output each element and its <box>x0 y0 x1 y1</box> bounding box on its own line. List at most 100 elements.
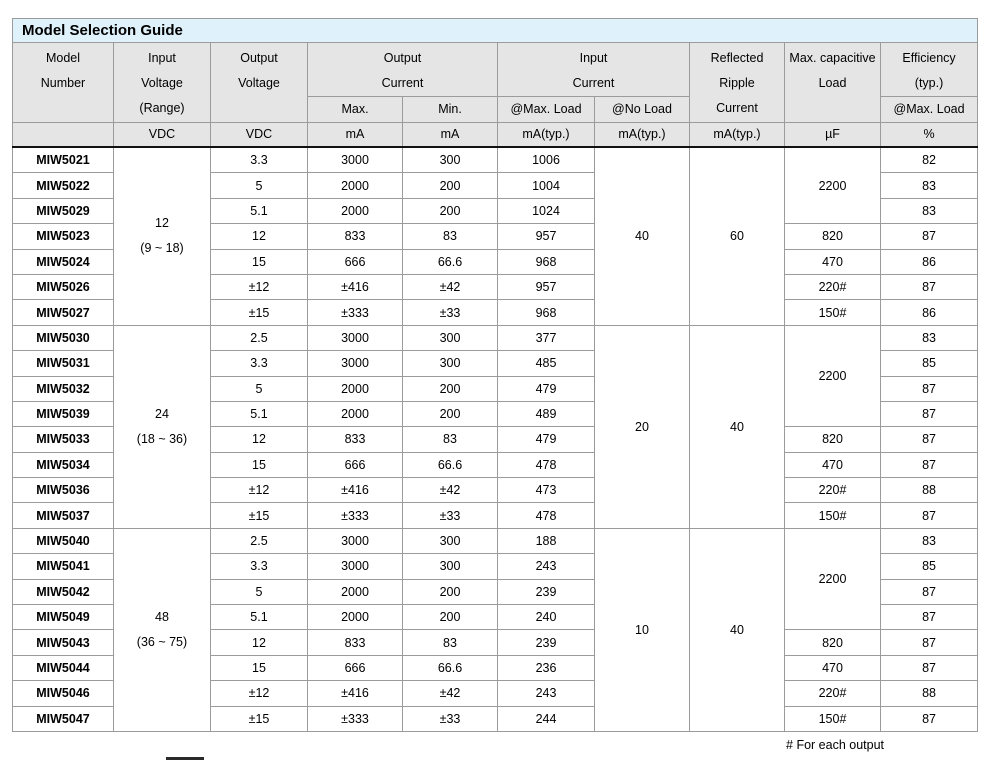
model-cell: MIW5037 <box>12 502 114 529</box>
output-current-max-cell: ±416 <box>307 477 403 504</box>
output-current-min-cell: ±33 <box>402 705 498 732</box>
model-cell: MIW5042 <box>12 578 114 606</box>
output-current-min-cell: 83 <box>402 223 498 250</box>
output-current-max-cell: 3000 <box>307 553 403 580</box>
unit-reflected-ripple: mA(typ.) <box>689 122 785 148</box>
output-current-max-cell: ±416 <box>307 273 403 301</box>
page-cutoff-artifact <box>166 757 204 760</box>
input-current-max-load-cell: 485 <box>497 350 595 377</box>
output-current-min-cell: 300 <box>402 553 498 580</box>
efficiency-cell: 86 <box>879 299 979 326</box>
input-current-max-load-cell: 957 <box>497 223 595 250</box>
input-current-no-load-cell: 10 <box>594 527 690 732</box>
model-cell: MIW5022 <box>12 172 114 199</box>
table-row: MIW5031 3.3 3000 300 485 85 <box>12 350 979 377</box>
model-cell: MIW5047 <box>12 705 114 732</box>
efficiency-cell: 87 <box>879 400 979 428</box>
model-cell: MIW5031 <box>12 350 114 377</box>
model-selection-sheet: Model Selection Guide Model Number Input… <box>11 18 979 752</box>
output-current-min-cell: 200 <box>402 400 498 428</box>
efficiency-cell: 87 <box>879 502 979 529</box>
input-current-max-load-cell: 478 <box>497 502 595 529</box>
table-row: MIW5027 ±15 ±333 ±33 968 150# 86 <box>12 299 979 326</box>
table-row: MIW5042 5 2000 200 239 87 <box>12 578 979 606</box>
output-current-max-cell: 3000 <box>307 146 403 174</box>
max-capacitive-load-cell: 150# <box>784 502 881 529</box>
model-cell: MIW5029 <box>12 197 114 225</box>
max-capacitive-load-cell: 820 <box>784 223 881 250</box>
input-current-max-load-cell: 239 <box>497 629 595 656</box>
max-capacitive-load-cell: 220# <box>784 680 881 707</box>
efficiency-cell: 87 <box>879 578 979 606</box>
max-capacitive-load-cell: 470 <box>784 248 881 275</box>
table-row: MIW5039 5.1 2000 200 489 87 <box>12 400 979 428</box>
output-current-max-cell: 2000 <box>307 400 403 428</box>
unit-efficiency: % <box>879 122 979 148</box>
efficiency-cell: 85 <box>879 553 979 580</box>
input-current-max-load-cell: 473 <box>497 477 595 504</box>
output-current-max-cell: ±333 <box>307 299 403 326</box>
model-cell: MIW5021 <box>12 146 114 174</box>
model-cell: MIW5036 <box>12 477 114 504</box>
header-input-voltage: Input Voltage (Range) <box>113 42 211 123</box>
header-reflected-ripple-current: Reflected Ripple Current <box>689 42 785 123</box>
output-current-min-cell: 66.6 <box>402 451 498 479</box>
output-voltage-cell: 12 <box>210 223 308 250</box>
efficiency-cell: 87 <box>879 629 979 656</box>
input-current-max-load-cell: 957 <box>497 273 595 301</box>
efficiency-cell: 87 <box>879 654 979 682</box>
efficiency-cell: 87 <box>879 604 979 631</box>
input-current-max-load-cell: 968 <box>497 248 595 275</box>
output-current-max-cell: 2000 <box>307 578 403 606</box>
input-current-max-load-cell: 236 <box>497 654 595 682</box>
model-cell: MIW5032 <box>12 375 114 402</box>
output-voltage-cell: ±12 <box>210 680 308 707</box>
page-title: Model Selection Guide <box>11 18 979 43</box>
output-voltage-cell: 5 <box>210 172 308 199</box>
model-cell: MIW5049 <box>12 604 114 631</box>
output-current-max-cell: 2000 <box>307 375 403 402</box>
efficiency-cell: 83 <box>879 324 979 352</box>
table-row: MIW5034 15 666 66.6 478 470 87 <box>12 451 979 479</box>
header-output-voltage: Output Voltage <box>210 42 308 123</box>
max-capacitive-load-cell: 820 <box>784 629 881 656</box>
output-current-min-cell: 83 <box>402 426 498 453</box>
output-voltage-cell: ±15 <box>210 705 308 732</box>
input-voltage-cell: 48 (36 ~ 75) <box>113 527 211 732</box>
model-cell: MIW5039 <box>12 400 114 428</box>
output-current-min-cell: 300 <box>402 146 498 174</box>
header-model-number: Model Number <box>12 42 114 123</box>
output-voltage-cell: 3.3 <box>210 350 308 377</box>
max-capacitive-load-cell: 150# <box>784 299 881 326</box>
max-capacitive-load-cell: 470 <box>784 451 881 479</box>
model-cell: MIW5044 <box>12 654 114 682</box>
output-current-max-cell: 2000 <box>307 604 403 631</box>
input-current-max-load-cell: 968 <box>497 299 595 326</box>
output-voltage-cell: 15 <box>210 654 308 682</box>
model-cell: MIW5046 <box>12 680 114 707</box>
header-row-groups: Model Number Input Voltage (Range) Outpu… <box>12 42 979 123</box>
max-capacitive-load-cell: 2200 <box>784 324 881 428</box>
input-current-max-load-cell: 188 <box>497 527 595 555</box>
efficiency-cell: 87 <box>879 426 979 453</box>
input-current-max-load-cell: 377 <box>497 324 595 352</box>
max-capacitive-load-cell: 220# <box>784 477 881 504</box>
header-input-current: Input Current <box>497 42 690 97</box>
output-current-max-cell: 833 <box>307 629 403 656</box>
input-current-max-load-cell: 1006 <box>497 146 595 174</box>
input-current-max-load-cell: 243 <box>497 553 595 580</box>
output-current-max-cell: 833 <box>307 426 403 453</box>
output-current-max-cell: 3000 <box>307 527 403 555</box>
model-cell: MIW5026 <box>12 273 114 301</box>
output-current-min-cell: 300 <box>402 527 498 555</box>
model-cell: MIW5040 <box>12 527 114 555</box>
efficiency-cell: 87 <box>879 705 979 732</box>
output-current-min-cell: 200 <box>402 197 498 225</box>
output-current-min-cell: 300 <box>402 324 498 352</box>
model-cell: MIW5041 <box>12 553 114 580</box>
input-current-max-load-cell: 244 <box>497 705 595 732</box>
reflected-ripple-cell: 40 <box>689 324 785 529</box>
table-row: MIW5040 48 (36 ~ 75) 2.5 3000 300 188 10 40 2200 8… <box>12 527 979 732</box>
efficiency-cell: 88 <box>879 680 979 707</box>
model-cell: MIW5034 <box>12 451 114 479</box>
